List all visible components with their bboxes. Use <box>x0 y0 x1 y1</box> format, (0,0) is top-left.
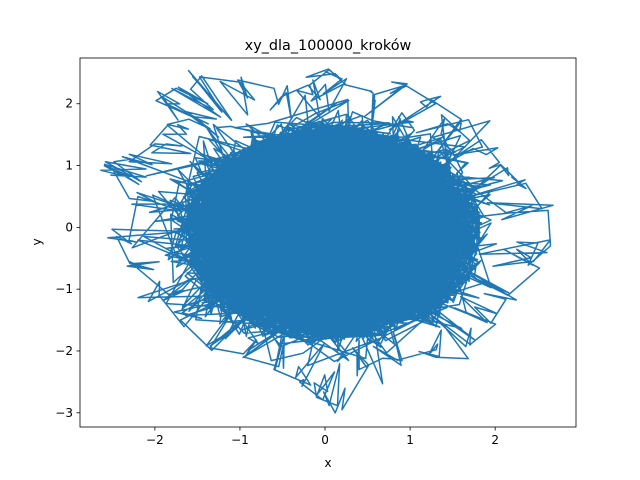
y-axis: −3 −2 −1 0 1 2 <box>55 97 80 420</box>
plot-area <box>79 57 577 428</box>
y-tick-label: −1 <box>55 282 73 296</box>
axes-frame <box>79 57 577 428</box>
series-dense-core <box>214 150 445 311</box>
x-axis-label: x <box>324 456 331 470</box>
chart-title: xy_dla_100000_kroków <box>245 38 412 54</box>
x-tick-label: 2 <box>491 433 499 447</box>
series-edge-path <box>100 68 554 414</box>
y-tick-label: −2 <box>55 344 73 358</box>
y-tick-label: 2 <box>65 97 73 111</box>
x-tick-label: −2 <box>146 433 164 447</box>
x-tick-label: 1 <box>406 433 414 447</box>
y-tick-label: 1 <box>65 159 73 173</box>
y-axis-label: y <box>30 238 44 245</box>
x-tick-label: −1 <box>231 433 249 447</box>
y-tick-label: −3 <box>55 406 73 420</box>
series-line <box>100 68 554 414</box>
x-tick-label: 0 <box>321 433 329 447</box>
x-axis: −2 −1 0 1 2 <box>146 427 499 447</box>
y-tick-label: 0 <box>65 220 73 234</box>
